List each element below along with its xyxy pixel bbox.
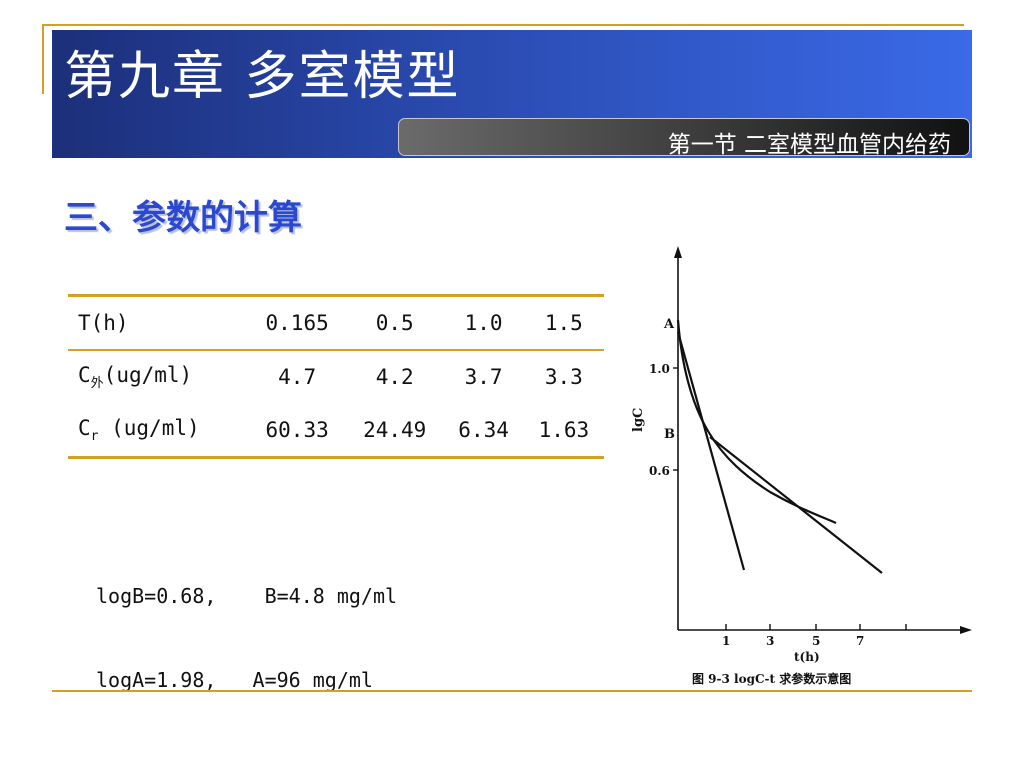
x-tick-label: 1: [722, 634, 730, 648]
figure-caption: 图 9-3 logC-t 求参数示意图: [692, 671, 851, 686]
formula-line: logB=0.68, B=4.8 mg/ml: [96, 584, 398, 608]
table-cell: 60.33: [248, 403, 346, 459]
table-cell: 6.34: [443, 403, 524, 459]
logc-t-figure: 1.0 0.6 lgC A B 1 3 5 7 t(h) 图 9-3 logC-…: [630, 240, 980, 690]
table-cell: 3.3: [523, 348, 604, 404]
top-rule: [42, 24, 964, 26]
table-cell: 24.49: [345, 403, 444, 459]
row-label: Cr (ug/ml): [68, 403, 249, 459]
table-cell: 0.5: [345, 294, 444, 350]
data-table: T(h) 0.165 0.5 1.0 1.5 C外(ug/ml) 4.7 4.2…: [68, 294, 604, 459]
table-cell: 3.7: [443, 348, 524, 404]
concentration-curve: [676, 319, 837, 525]
y-tick-label: 1.0: [649, 362, 670, 376]
elimination-phase-line: [709, 436, 883, 574]
formula-block: logB=0.68, B=4.8 mg/ml logA=1.98, A=96 m…: [96, 526, 397, 722]
subtitle-box: 第一节 二室模型血管内给药: [398, 118, 970, 158]
table-row: C外(ug/ml) 4.7 4.2 3.7 3.3: [68, 348, 604, 404]
point-label-b: B: [664, 427, 675, 442]
section-heading: 三、参数的计算: [64, 198, 302, 238]
row-label: T(h): [68, 294, 249, 350]
figure-svg: 1.0 0.6 lgC A B 1 3 5 7 t(h) 图 9-3 logC-…: [631, 246, 972, 686]
table-cell: 1.0: [443, 294, 524, 350]
left-rule: [42, 24, 44, 94]
slide-subtitle: 第一节 二室模型血管内给药: [667, 132, 951, 158]
x-tick-label: 5: [812, 634, 820, 648]
point-label-a: A: [663, 317, 675, 332]
y-axis-arrow: [674, 246, 682, 258]
distribution-phase-line: [676, 331, 746, 571]
table-row: Cr (ug/ml) 60.33 24.49 6.34 1.63: [68, 403, 604, 459]
formula-line: logA=1.98, A=96 mg/ml: [96, 668, 373, 692]
row-label: C外(ug/ml): [68, 348, 249, 404]
table-cell: 1.63: [523, 403, 604, 459]
x-axis-label: t(h): [794, 650, 820, 664]
x-tick-label: 3: [766, 634, 774, 648]
table-cell: 4.7: [248, 348, 346, 404]
bottom-rule: [52, 690, 972, 692]
slide-title: 第九章 多室模型: [64, 47, 461, 107]
table-cell: 4.2: [345, 348, 444, 404]
table-row: T(h) 0.165 0.5 1.0 1.5: [68, 294, 604, 350]
x-axis-arrow: [960, 626, 972, 634]
table-cell: 0.165: [248, 294, 346, 350]
table-cell: 1.5: [523, 294, 604, 350]
y-tick-label: 0.6: [649, 464, 670, 478]
x-tick-label: 7: [856, 634, 864, 648]
y-axis-label: lgC: [631, 408, 646, 432]
